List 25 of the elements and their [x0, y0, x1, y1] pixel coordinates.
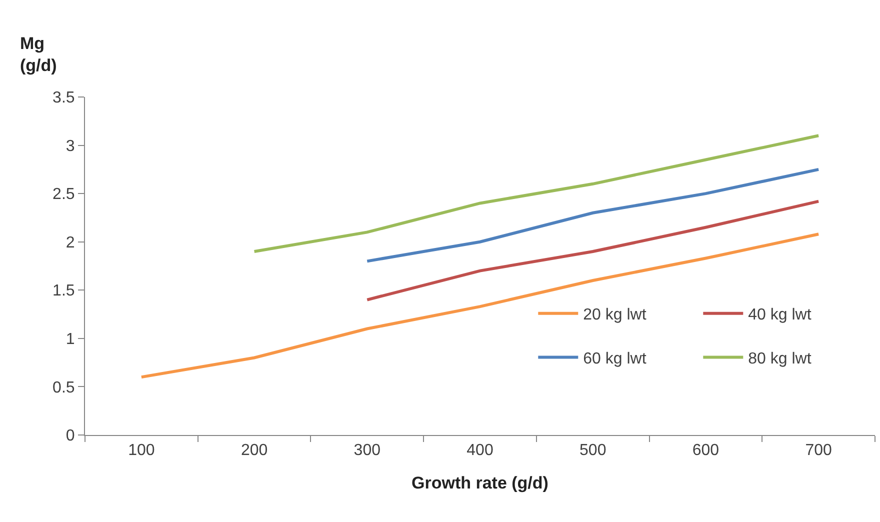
- y-axis-title: Mg (g/d): [20, 34, 57, 76]
- x-tick-label: 500: [580, 442, 606, 460]
- y-tick-label: 1.5: [52, 282, 75, 300]
- x-tick-label: 600: [692, 442, 720, 460]
- legend-label: 20 kg lwt: [583, 306, 647, 324]
- y-tick-label: 3.5: [52, 90, 75, 107]
- y-tick-label: 3: [66, 138, 75, 155]
- line-series: [140, 232, 820, 379]
- x-tick-label: 700: [805, 442, 832, 460]
- y-tick-label: 0: [66, 428, 75, 445]
- line-series: [252, 134, 820, 254]
- x-tick-label: 100: [128, 442, 155, 460]
- x-axis-title: Growth rate (g/d): [412, 474, 548, 493]
- y-tick-label: 1: [66, 331, 75, 348]
- x-tick-label: 400: [466, 442, 494, 460]
- x-tick-label: 300: [354, 442, 381, 460]
- line-series: [366, 200, 820, 302]
- line-series: [366, 168, 820, 263]
- y-tick-label: 0.5: [52, 379, 75, 396]
- y-tick-label: 2.5: [52, 186, 75, 204]
- legend-label: 80 kg lwt: [748, 350, 812, 368]
- legend-label: 60 kg lwt: [583, 350, 647, 368]
- y-tick-label: 2: [66, 234, 75, 252]
- legend-label: 40 kg lwt: [748, 306, 812, 324]
- x-tick-label: 200: [240, 442, 268, 460]
